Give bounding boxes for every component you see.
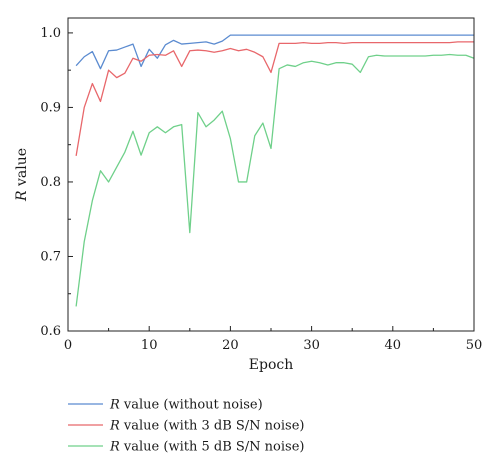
legend-label-3: R value (with 5 dB S/N noise) xyxy=(109,440,304,455)
series-line-2 xyxy=(75,41,474,156)
y-axis-title-rest: value xyxy=(14,148,30,191)
x-tick-label: 40 xyxy=(385,338,402,353)
series-line-1 xyxy=(75,34,474,70)
y-tick-label: 0.8 xyxy=(40,175,61,190)
x-tick-label: 20 xyxy=(222,338,239,353)
x-axis: 0 10 20 30 40 50 xyxy=(64,326,482,353)
x-tick-label: 30 xyxy=(303,338,320,353)
y-axis: 0.6 0.7 0.8 0.9 1.0 xyxy=(40,26,73,339)
x-tick-label: 0 xyxy=(64,338,72,353)
y-axis-title: R value xyxy=(14,148,30,202)
x-tick-label: 10 xyxy=(141,338,158,353)
y-tick-label: 0.9 xyxy=(40,100,61,115)
y-tick-label: 0.7 xyxy=(40,249,61,264)
legend-label-1: R value (without noise) xyxy=(109,398,263,413)
x-tick-label: 50 xyxy=(466,338,483,353)
plot-series-group xyxy=(75,34,475,307)
y-tick-label: 1.0 xyxy=(40,26,61,41)
x-axis-title: Epoch xyxy=(249,357,293,373)
legend-label-2: R value (with 3 dB S/N noise) xyxy=(109,419,304,434)
y-tick-label: 0.6 xyxy=(40,324,61,339)
legend: R value (without noise) R value (with 3 d… xyxy=(68,398,304,455)
series-line-3 xyxy=(75,53,475,307)
y-axis-title-italic: R xyxy=(14,190,30,202)
